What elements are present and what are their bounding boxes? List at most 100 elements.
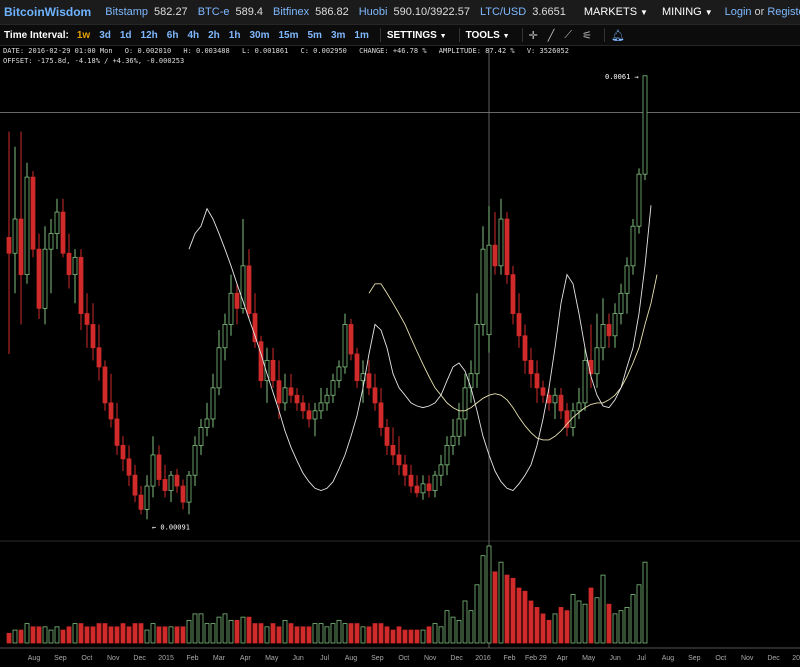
volume-bar — [66, 626, 72, 644]
x-tick-label: 2016 — [475, 655, 491, 662]
line-tool-icon[interactable]: ╱ — [547, 29, 555, 42]
volume-bar — [174, 626, 180, 644]
x-tick-label: Dec — [450, 655, 463, 662]
volume-bar — [426, 626, 432, 644]
candle-up — [24, 176, 30, 276]
volume-bar — [198, 613, 204, 644]
candle-up — [486, 244, 492, 336]
candle-up — [12, 218, 18, 254]
volume-bar — [324, 626, 330, 644]
candle-down — [276, 380, 282, 404]
site-logo[interactable]: BitcoinWisdom — [4, 5, 92, 19]
volume-bar — [552, 613, 558, 644]
x-tick-label: May — [265, 655, 279, 662]
volume-bar — [276, 626, 282, 644]
market-ltcusd[interactable]: LTC/USD 3.6651 — [480, 6, 566, 18]
login-link[interactable]: Login — [724, 6, 752, 18]
volume-bar — [48, 629, 54, 644]
candle-up — [222, 324, 228, 349]
x-tick-label: Apr — [240, 655, 252, 662]
ohlc-line: DATE: 2016-02-29 01:00 Mon O: 0.002010 H… — [3, 46, 577, 56]
candle-up — [618, 292, 624, 314]
x-tick-label: Feb — [186, 655, 198, 662]
volume-bar — [372, 623, 378, 644]
interval-1h[interactable]: 1h — [228, 29, 241, 41]
volume-bar — [564, 610, 570, 644]
volume-bar — [294, 626, 300, 644]
interval-1d[interactable]: 1d — [119, 29, 132, 41]
tools-menu[interactable]: TOOLS ▼ — [466, 30, 510, 41]
candle-down — [414, 485, 420, 494]
candle-down — [294, 394, 300, 404]
volume-bar — [504, 574, 510, 644]
offset-line: OFFSET: -175.8d, -4.18% / +4.36%, -0.000… — [3, 57, 185, 65]
register-link[interactable]: Register — [767, 6, 800, 18]
volume-bar — [60, 629, 66, 644]
volume-bar — [30, 626, 36, 644]
candle-down — [114, 418, 120, 446]
volume-bar — [156, 626, 162, 644]
interval-12h[interactable]: 12h — [140, 29, 158, 41]
market-huobi[interactable]: Huobi 590.10/3922.57 — [359, 6, 470, 18]
x-tick-label: Sep — [54, 655, 67, 662]
settings-menu[interactable]: SETTINGS ▼ — [387, 30, 447, 41]
candle-down — [534, 373, 540, 389]
market-btce[interactable]: BTC-e 589.4 — [198, 6, 263, 18]
x-tick-label: 2015 — [158, 655, 174, 662]
volume-bar — [132, 623, 138, 644]
interval-1w[interactable]: 1w — [76, 29, 91, 41]
market-name[interactable]: BTC-e — [197, 6, 230, 18]
x-tick-label: Oct — [81, 655, 92, 662]
volume-bar — [216, 616, 222, 644]
interval-3m[interactable]: 3m — [330, 29, 346, 41]
candle-up — [444, 445, 450, 466]
settings-label: SETTINGS — [386, 29, 437, 41]
interval-30m[interactable]: 30m — [249, 29, 270, 41]
alert-bell-icon[interactable]: 🔔︎ — [610, 29, 625, 42]
candle-up — [342, 324, 348, 368]
candle-up — [150, 454, 156, 487]
interval-2h[interactable]: 2h — [208, 29, 220, 41]
interval-6h[interactable]: 6h — [166, 29, 179, 41]
market-name[interactable]: LTC/USD — [479, 6, 527, 18]
volume-bar — [450, 616, 456, 644]
interval-1m[interactable]: 1m — [354, 29, 369, 41]
volume-bar — [210, 623, 216, 644]
volume-bar — [222, 613, 228, 644]
volume-bar — [54, 626, 60, 644]
candle-down — [258, 341, 264, 382]
mining-menu[interactable]: MINING ▼ — [662, 6, 713, 18]
candle-up — [324, 394, 330, 404]
candle-up — [204, 418, 210, 428]
x-tick-label: Oct — [715, 655, 726, 662]
volume-bar — [150, 623, 156, 644]
fib-tool-icon[interactable]: ⚟ — [582, 29, 592, 42]
interval-15m[interactable]: 15m — [278, 29, 299, 41]
x-tick-label: Dec — [133, 655, 146, 662]
candle-down — [606, 324, 612, 337]
candle-up — [438, 464, 444, 476]
market-bitfinex[interactable]: Bitfinex 586.82 — [273, 6, 349, 18]
volume-bar — [462, 600, 468, 644]
market-price: 3.6651 — [532, 6, 566, 18]
candle-down — [288, 387, 294, 396]
candle-up — [450, 435, 456, 446]
crosshair-tool-icon[interactable]: ✛ — [528, 29, 538, 42]
interval-5m[interactable]: 5m — [307, 29, 322, 41]
interval-4h[interactable]: 4h — [187, 29, 200, 41]
market-name[interactable]: Huobi — [358, 6, 388, 18]
market-name[interactable]: Bitstamp — [105, 6, 149, 18]
candle-down — [378, 402, 384, 428]
volume-bar — [642, 561, 648, 644]
market-bitstamp[interactable]: Bitstamp 582.27 — [105, 6, 187, 18]
ohlc-info-panel: DATE: 2016-02-29 01:00 Mon O: 0.002010 H… — [3, 46, 577, 66]
interval-3d[interactable]: 3d — [99, 29, 111, 41]
markets-menu[interactable]: MARKETS ▼ — [584, 6, 648, 18]
chevron-down-icon: ▼ — [704, 8, 713, 17]
chevron-down-icon: ▼ — [502, 32, 510, 40]
candle-up — [144, 485, 150, 510]
market-name[interactable]: Bitfinex — [273, 6, 310, 18]
ray-tool-icon[interactable]: ⟋ — [564, 28, 573, 41]
mining-menu-label: MINING — [661, 6, 702, 18]
